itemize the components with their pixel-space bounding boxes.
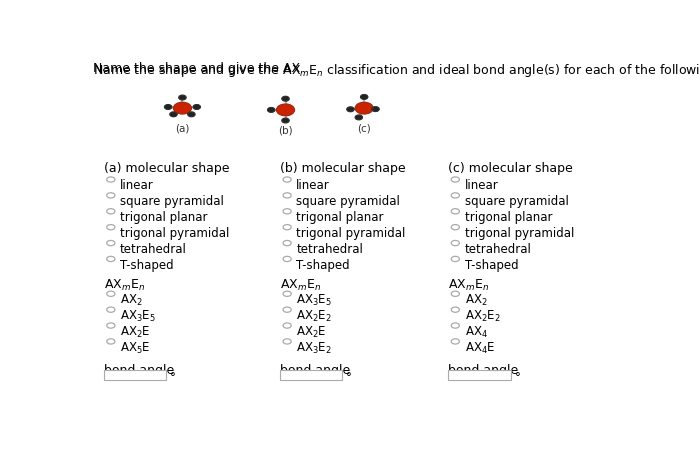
- Circle shape: [276, 105, 295, 116]
- Text: AX$_2$: AX$_2$: [465, 293, 487, 308]
- Circle shape: [347, 108, 354, 112]
- Text: tetrahedral: tetrahedral: [465, 242, 531, 255]
- Text: Name the shape and give the AX$_m$E$_n$ classification and ideal bond angle(s) f: Name the shape and give the AX$_m$E$_n$ …: [93, 62, 700, 79]
- Bar: [280, 370, 342, 380]
- Text: bond angle: bond angle: [280, 363, 350, 376]
- Circle shape: [170, 113, 177, 117]
- Text: AX$_2$E: AX$_2$E: [120, 324, 150, 339]
- Circle shape: [360, 96, 368, 100]
- Text: bond angle: bond angle: [104, 363, 174, 376]
- Text: T-shaped: T-shaped: [120, 258, 174, 271]
- Text: tetrahedral: tetrahedral: [296, 242, 363, 255]
- Text: (b): (b): [278, 125, 293, 135]
- Text: AX$_2$E$_2$: AX$_2$E$_2$: [296, 308, 332, 324]
- Text: °: °: [514, 370, 520, 383]
- Circle shape: [193, 106, 200, 110]
- Text: AX$_m$E$_n$: AX$_m$E$_n$: [104, 277, 145, 292]
- Text: T-shaped: T-shaped: [296, 258, 350, 271]
- Circle shape: [188, 113, 195, 117]
- Text: trigonal pyramidal: trigonal pyramidal: [465, 226, 574, 239]
- Circle shape: [355, 116, 363, 121]
- Text: T-shaped: T-shaped: [465, 258, 518, 271]
- Text: trigonal planar: trigonal planar: [465, 210, 552, 223]
- Text: AX$_4$E: AX$_4$E: [465, 340, 495, 355]
- Text: AX$_3$E$_2$: AX$_3$E$_2$: [296, 340, 332, 355]
- Circle shape: [282, 97, 289, 102]
- Text: AX$_4$: AX$_4$: [465, 324, 487, 339]
- Text: linear: linear: [120, 179, 154, 192]
- Text: (a): (a): [175, 124, 190, 134]
- Circle shape: [355, 103, 373, 115]
- Text: AX$_5$E: AX$_5$E: [120, 340, 150, 355]
- Bar: [104, 370, 166, 380]
- Circle shape: [179, 96, 186, 101]
- Text: square pyramidal: square pyramidal: [120, 195, 224, 207]
- Text: (c): (c): [357, 124, 371, 134]
- Text: square pyramidal: square pyramidal: [296, 195, 400, 207]
- Text: (a) molecular shape: (a) molecular shape: [104, 162, 230, 174]
- Bar: [448, 370, 511, 380]
- Text: trigonal planar: trigonal planar: [120, 210, 208, 223]
- Text: trigonal planar: trigonal planar: [296, 210, 384, 223]
- Text: linear: linear: [296, 179, 330, 192]
- Text: trigonal pyramidal: trigonal pyramidal: [296, 226, 406, 239]
- Text: AX$_2$E: AX$_2$E: [296, 324, 327, 339]
- Circle shape: [267, 108, 275, 113]
- Text: AX$_m$E$_n$: AX$_m$E$_n$: [448, 277, 489, 292]
- Circle shape: [372, 107, 379, 112]
- Circle shape: [282, 119, 289, 124]
- Text: °: °: [346, 370, 352, 383]
- Text: °: °: [170, 370, 176, 383]
- Text: (b) molecular shape: (b) molecular shape: [280, 162, 406, 174]
- Text: linear: linear: [465, 179, 498, 192]
- Circle shape: [174, 103, 191, 115]
- Text: AX$_3$E$_5$: AX$_3$E$_5$: [296, 293, 332, 308]
- Text: bond angle: bond angle: [448, 363, 519, 376]
- Text: AX$_3$E$_5$: AX$_3$E$_5$: [120, 308, 156, 324]
- Text: (c) molecular shape: (c) molecular shape: [448, 162, 573, 174]
- Circle shape: [164, 106, 172, 110]
- Text: trigonal pyramidal: trigonal pyramidal: [120, 226, 230, 239]
- Text: AX$_2$E$_2$: AX$_2$E$_2$: [465, 308, 500, 324]
- Text: AX$_m$E$_n$: AX$_m$E$_n$: [280, 277, 321, 292]
- Text: AX$_2$: AX$_2$: [120, 293, 143, 308]
- Text: square pyramidal: square pyramidal: [465, 195, 568, 207]
- Text: Name the shape and give the AX: Name the shape and give the AX: [93, 62, 300, 75]
- Text: tetrahedral: tetrahedral: [120, 242, 187, 255]
